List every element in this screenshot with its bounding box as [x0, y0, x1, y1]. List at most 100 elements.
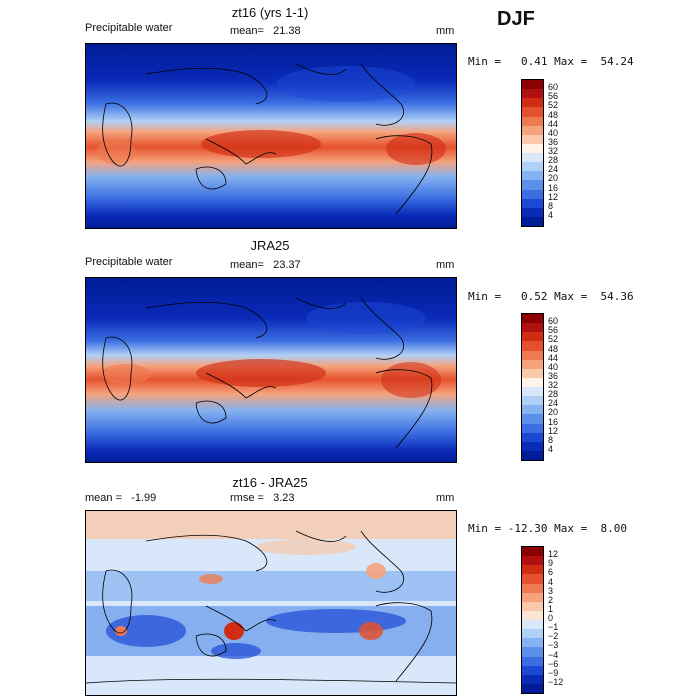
panel-2-max-label: Max = — [554, 290, 588, 303]
panel-2-minmax: Min = 0.52 Max = 54.36 — [468, 290, 634, 303]
colorbar-tick-label: 56 — [548, 325, 559, 336]
colorbar-swatch — [522, 180, 543, 190]
panel-3-minmax: Min = -12.30 Max = 8.00 — [468, 522, 627, 535]
colorbar-swatch — [522, 80, 543, 90]
panel-2-map-plot — [86, 278, 456, 462]
colorbar-swatch — [522, 638, 543, 648]
colorbar-tick-label: 20 — [548, 173, 559, 184]
panel-3-min-label: Min = — [468, 522, 502, 535]
colorbar-tick-label: 32 — [548, 146, 559, 156]
colorbar-tick-label: 12 — [548, 549, 559, 560]
colorbar-tick-label: 44 — [548, 352, 559, 363]
panel-1-mean-value: 21.38 — [273, 25, 301, 37]
colorbar-swatch — [522, 368, 543, 378]
panel-3-colorbar-labels: 12 9 6 4 3 2 1 0 −1 −2 −3 −4 −6 −9 −12 — [548, 546, 578, 692]
colorbar-tick-label: 6 — [548, 567, 554, 578]
colorbar-tick-label: 24 — [548, 164, 559, 175]
colorbar-swatch — [522, 198, 543, 208]
colorbar-tick-label: 4 — [548, 209, 554, 220]
colorbar-swatch — [522, 683, 543, 693]
panel-3-units: mm — [436, 492, 455, 504]
panel-2-mean-value: 23.37 — [273, 259, 301, 271]
colorbar-tick-label: −12 — [548, 676, 564, 687]
panel-3-map — [85, 510, 457, 696]
colorbar-swatch — [522, 116, 543, 126]
colorbar-swatch — [522, 629, 543, 639]
colorbar-tick-label: 40 — [548, 127, 559, 138]
panel-2-mean: mean= 23.37 — [230, 259, 301, 271]
colorbar-swatch — [522, 314, 543, 324]
panel-3-mean: mean = -1.99 — [85, 492, 156, 504]
colorbar-swatch — [522, 171, 543, 181]
colorbar-tick-label: 0 — [548, 613, 554, 623]
colorbar-tick-label: −9 — [548, 667, 559, 678]
colorbar-tick-label: 52 — [548, 100, 559, 111]
colorbar-tick-label: 16 — [548, 182, 559, 193]
colorbar-tick-label: 60 — [548, 82, 559, 93]
colorbar-tick-label: 44 — [548, 118, 559, 129]
panel-2-map — [85, 277, 457, 463]
colorbar-swatch — [522, 107, 543, 117]
colorbar-tick-label: 40 — [548, 361, 559, 372]
colorbar-tick-label: 3 — [548, 585, 554, 596]
panel-2-colorbar-labels: 60 56 52 48 44 40 36 32 28 24 20 16 12 8 4 — [548, 313, 578, 459]
colorbar-swatch — [522, 143, 543, 153]
colorbar-swatch — [522, 189, 543, 199]
panel-1-map-plot — [86, 44, 456, 228]
colorbar-tick-label: 4 — [548, 443, 554, 454]
colorbar-tick-label: 36 — [548, 370, 559, 381]
colorbar-tick-label: −3 — [548, 640, 559, 651]
colorbar-swatch — [522, 153, 543, 163]
colorbar-tick-label: −1 — [548, 622, 559, 633]
colorbar-tick-label: −4 — [548, 649, 559, 660]
colorbar-tick-label: 16 — [548, 416, 559, 427]
panel-1-colorbar — [521, 79, 544, 227]
colorbar-tick-label: 20 — [548, 407, 559, 418]
colorbar-swatch — [522, 674, 543, 684]
colorbar-tick-label: 8 — [548, 200, 554, 211]
colorbar-tick-label: −2 — [548, 631, 559, 642]
colorbar-swatch — [522, 359, 543, 369]
panel-1-min-value: 0.41 — [521, 55, 548, 68]
panel-3-colorbar — [521, 546, 544, 694]
colorbar-swatch — [522, 432, 543, 442]
colorbar-tick-label: 12 — [548, 191, 559, 202]
colorbar-swatch — [522, 450, 543, 460]
colorbar-tick-label: 8 — [548, 434, 554, 445]
panel-2-variable: Precipitable water — [85, 256, 173, 268]
colorbar-tick-label: 2 — [548, 594, 554, 605]
panel-1-colorbar-labels: 60 56 52 48 44 40 36 32 28 24 20 16 12 8 4 — [548, 79, 578, 225]
colorbar-swatch — [522, 377, 543, 387]
colorbar-swatch — [522, 323, 543, 333]
colorbar-tick-label: 28 — [548, 389, 559, 400]
colorbar-swatch — [522, 647, 543, 657]
panel-3-mean-value: -1.99 — [131, 492, 157, 504]
panel-2-min-label: Min = — [468, 290, 502, 303]
colorbar-swatch — [522, 341, 543, 351]
panel-1-min-label: Min = — [468, 55, 502, 68]
panel-3-rmse: rmse = 3.23 — [230, 492, 295, 504]
colorbar-swatch — [522, 556, 543, 566]
colorbar-swatch — [522, 620, 543, 630]
colorbar-swatch — [522, 583, 543, 593]
colorbar-tick-label: 4 — [548, 576, 554, 587]
colorbar-swatch — [522, 89, 543, 99]
colorbar-tick-label: 36 — [548, 136, 559, 147]
colorbar-tick-label: 32 — [548, 380, 559, 390]
panel-1-minmax: Min = 0.41 Max = 54.24 — [468, 55, 634, 68]
colorbar-swatch — [522, 665, 543, 675]
panel-1-mean: mean= 21.38 — [230, 25, 301, 37]
colorbar-tick-label: 48 — [548, 109, 559, 120]
colorbar-swatch — [522, 396, 543, 406]
panel-3-max-label: Max = — [554, 522, 588, 535]
colorbar-tick-label: 56 — [548, 91, 559, 102]
panel-3-title: zt16 - JRA25 — [232, 475, 308, 490]
panel-2-mean-label: mean= — [230, 259, 264, 271]
panel-2-colorbar — [521, 313, 544, 461]
panel-1-variable: Precipitable water — [85, 22, 173, 34]
panel-1-title: zt16 (yrs 1-1) — [231, 5, 309, 20]
colorbar-swatch — [522, 547, 543, 557]
colorbar-tick-label: 52 — [548, 334, 559, 345]
panel-3-min-value: -12.30 — [507, 522, 548, 535]
colorbar-tick-label: −6 — [548, 658, 559, 669]
